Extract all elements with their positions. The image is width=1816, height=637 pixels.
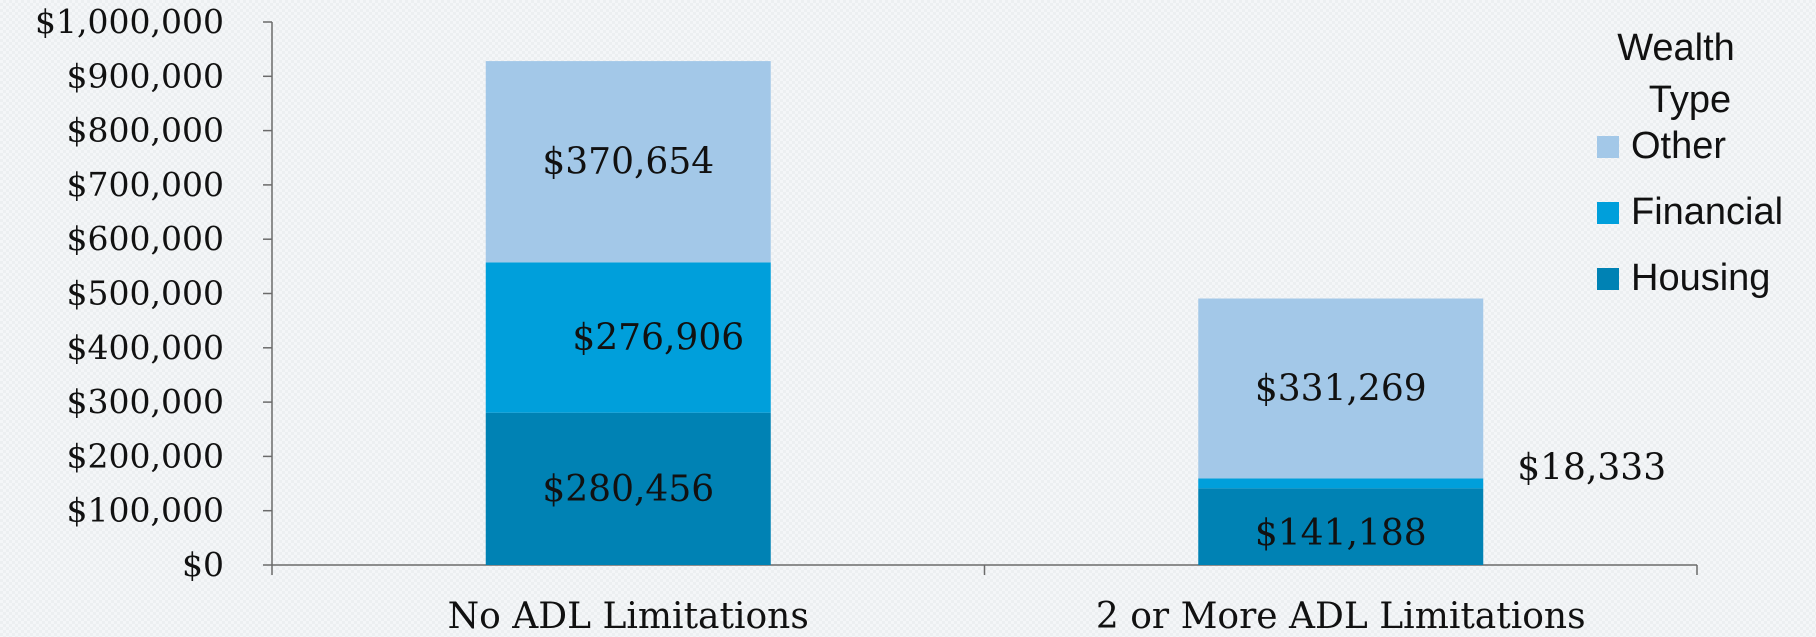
y-tick-label: $100,000 bbox=[67, 491, 224, 530]
bar-segment-other bbox=[1198, 298, 1484, 479]
bar-segment-housing bbox=[1198, 488, 1484, 565]
y-tick-label: $600,000 bbox=[67, 219, 224, 258]
bar-segment-financial bbox=[485, 262, 771, 413]
legend-swatch-housing bbox=[1597, 268, 1619, 290]
bar-segment-housing bbox=[485, 412, 771, 565]
bar-segment-other bbox=[485, 61, 771, 263]
data-labels: $280,456 $276,906 $370,654 $141,188 $18,333 $… bbox=[542, 142, 1666, 554]
x-category-label: 2 or More ADL Limitations bbox=[1096, 596, 1586, 637]
y-tick-label: $500,000 bbox=[67, 274, 224, 313]
y-tick-label: $0 bbox=[182, 545, 224, 584]
y-tick-label: $300,000 bbox=[67, 382, 224, 421]
legend-swatch-other bbox=[1597, 136, 1619, 158]
data-label: $276,906 bbox=[572, 318, 744, 359]
y-tick-label: $200,000 bbox=[67, 436, 224, 475]
bar-segment-financial bbox=[1198, 478, 1484, 489]
y-tick-label: $900,000 bbox=[67, 56, 224, 95]
legend-title: Wealth bbox=[1617, 27, 1735, 69]
bars bbox=[485, 61, 1484, 565]
data-label: $18,333 bbox=[1517, 447, 1666, 488]
legend-swatch-financial bbox=[1597, 202, 1619, 224]
data-label: $141,188 bbox=[1255, 513, 1427, 554]
legend-label-housing: Housing bbox=[1631, 257, 1770, 299]
legend-label-other: Other bbox=[1631, 125, 1726, 167]
legend-label-financial: Financial bbox=[1631, 191, 1783, 233]
data-label: $331,269 bbox=[1255, 368, 1427, 409]
y-tick-label: $800,000 bbox=[67, 111, 224, 150]
y-tick-label: $700,000 bbox=[67, 165, 224, 204]
y-tick-label: $400,000 bbox=[67, 328, 224, 367]
legend-title: Type bbox=[1649, 79, 1731, 121]
y-tick-label: $1,000,000 bbox=[35, 2, 224, 41]
data-label: $370,654 bbox=[542, 142, 714, 183]
data-label: $280,456 bbox=[542, 469, 714, 510]
axes: $0 $100,000 $200,000 $300,000 $400,000 $500,0… bbox=[35, 2, 1698, 637]
x-category-label: No ADL Limitations bbox=[448, 596, 809, 637]
